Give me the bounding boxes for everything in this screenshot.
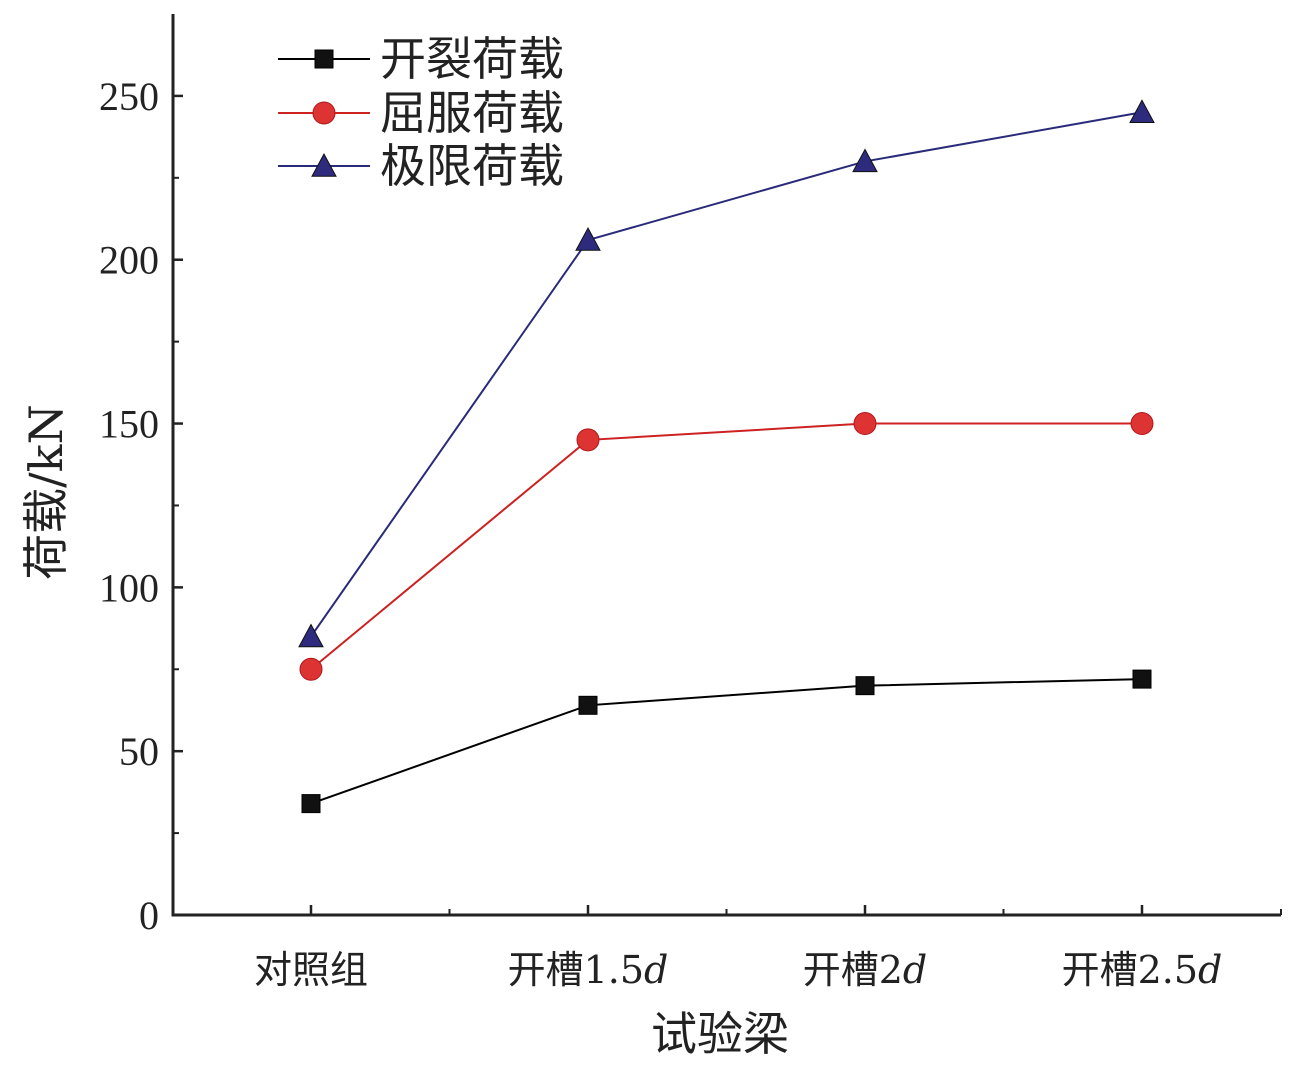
data-point bbox=[855, 676, 875, 696]
data-point bbox=[578, 695, 598, 715]
x-tick-label-italic: d bbox=[644, 948, 668, 992]
series-layer bbox=[298, 99, 1155, 814]
x-tick-label-main: 对照组 bbox=[254, 948, 368, 992]
legend-marker bbox=[314, 49, 334, 69]
y-tick-label: 150 bbox=[99, 402, 159, 447]
x-tick-label: 对照组 bbox=[254, 948, 368, 992]
x-tick-label-italic: d bbox=[1198, 948, 1222, 992]
data-point bbox=[1132, 669, 1152, 689]
legend-marker bbox=[312, 101, 336, 125]
series-1 bbox=[299, 412, 1154, 681]
legend-item: 极限荷载 bbox=[278, 139, 564, 193]
x-tick-label-main: 开槽1.5 bbox=[508, 948, 644, 992]
data-point bbox=[576, 428, 600, 452]
y-tick-label: 250 bbox=[99, 74, 159, 119]
y-axis-ticks: 0 50 100 150 200 250 bbox=[99, 74, 183, 938]
x-axis-title: 试验梁 bbox=[651, 1007, 789, 1061]
legend-item: 开裂荷载 bbox=[278, 32, 564, 86]
y-tick-label: 0 bbox=[139, 893, 159, 938]
series-line bbox=[310, 422, 1142, 671]
chart-axes bbox=[171, 14, 1281, 917]
legend-label: 开裂荷载 bbox=[380, 32, 564, 86]
data-point bbox=[299, 657, 323, 681]
x-axis-ticks: 对照组 开槽1.5d 开槽2d 开槽2.5d bbox=[254, 905, 1282, 992]
data-point bbox=[298, 623, 324, 648]
legend-marker bbox=[311, 152, 337, 177]
y-tick-label: 100 bbox=[99, 565, 159, 610]
x-tick-label: 开槽2d bbox=[803, 948, 928, 992]
x-tick-label-main: 开槽2.5 bbox=[1062, 948, 1198, 992]
series-line bbox=[310, 678, 1143, 805]
data-point bbox=[852, 148, 878, 173]
data-point bbox=[575, 227, 601, 251]
y-axis-title: 荷载/kN bbox=[19, 404, 73, 580]
legend-label: 极限荷载 bbox=[380, 139, 564, 193]
y-tick-label: 200 bbox=[99, 238, 159, 283]
series-0 bbox=[301, 669, 1152, 814]
x-tick-label: 开槽2.5d bbox=[1062, 948, 1223, 992]
x-tick-label-main: 开槽2 bbox=[803, 948, 903, 992]
data-point bbox=[1130, 412, 1154, 436]
data-point bbox=[1129, 99, 1155, 123]
x-tick-label: 开槽1.5d bbox=[508, 948, 669, 992]
series-line bbox=[310, 111, 1143, 638]
y-tick-label: 50 bbox=[119, 729, 159, 774]
legend-label: 屈服荷载 bbox=[380, 86, 564, 140]
legend-item: 屈服荷载 bbox=[278, 86, 564, 140]
data-point bbox=[853, 412, 877, 436]
series-2 bbox=[298, 99, 1155, 648]
x-tick-label-italic: d bbox=[903, 948, 927, 992]
data-point bbox=[301, 794, 321, 814]
